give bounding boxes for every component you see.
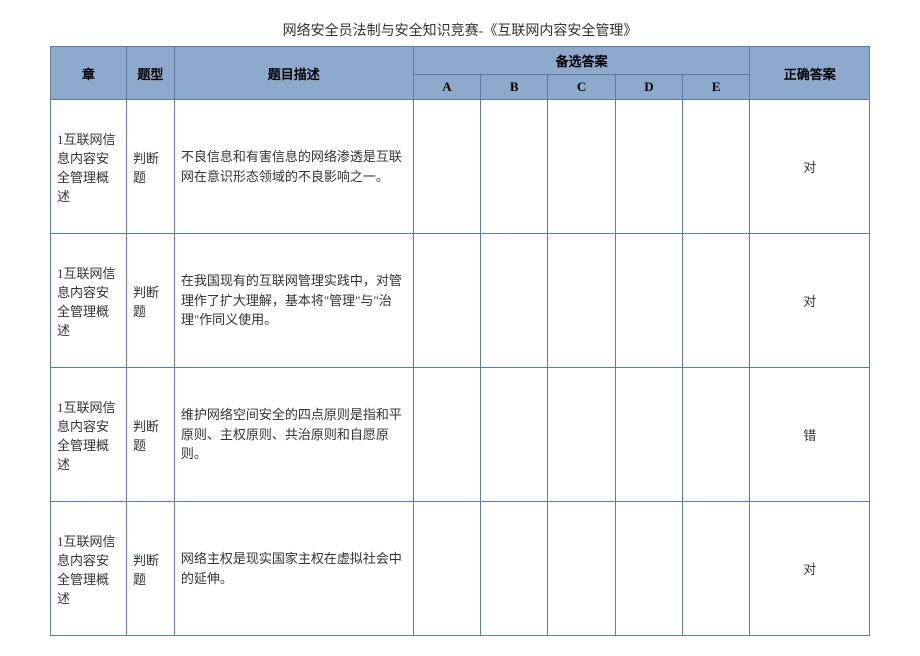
cell-option	[615, 368, 682, 502]
table-row: 1互联网信息内容安全管理概述判断题维护网络空间安全的四点原则是指和平原则、主权原…	[51, 368, 870, 502]
cell-option	[548, 502, 615, 636]
cell-option	[615, 100, 682, 234]
cell-option	[481, 502, 548, 636]
cell-correct: 对	[750, 502, 870, 636]
th-chapter: 章	[51, 47, 127, 100]
cell-option	[548, 368, 615, 502]
cell-correct: 对	[750, 234, 870, 368]
th-opt-c: C	[548, 75, 615, 100]
cell-chapter: 1互联网信息内容安全管理概述	[51, 100, 127, 234]
cell-desc: 网络主权是现实国家主权在虚拟社会中的延伸。	[174, 502, 413, 636]
cell-option	[481, 368, 548, 502]
cell-option	[683, 100, 750, 234]
table-row: 1互联网信息内容安全管理概述判断题在我国现有的互联网管理实践中，对管理作了扩大理…	[51, 234, 870, 368]
cell-option	[683, 234, 750, 368]
cell-correct: 对	[750, 100, 870, 234]
th-desc: 题目描述	[174, 47, 413, 100]
th-opt-b: B	[481, 75, 548, 100]
th-opt-e: E	[683, 75, 750, 100]
th-type: 题型	[127, 47, 175, 100]
cell-option	[615, 502, 682, 636]
cell-chapter: 1互联网信息内容安全管理概述	[51, 502, 127, 636]
cell-desc: 在我国现有的互联网管理实践中，对管理作了扩大理解，基本将"管理"与"治理"作同义…	[174, 234, 413, 368]
cell-option	[615, 234, 682, 368]
th-opt-a: A	[413, 75, 480, 100]
table-row: 1互联网信息内容安全管理概述判断题不良信息和有害信息的网络渗透是互联网在意识形态…	[51, 100, 870, 234]
cell-type: 判断题	[127, 100, 175, 234]
cell-option	[548, 234, 615, 368]
table-row: 1互联网信息内容安全管理概述判断题网络主权是现实国家主权在虚拟社会中的延伸。 对	[51, 502, 870, 636]
table-body: 1互联网信息内容安全管理概述判断题不良信息和有害信息的网络渗透是互联网在意识形态…	[51, 100, 870, 636]
cell-option	[683, 502, 750, 636]
cell-option	[683, 368, 750, 502]
cell-type: 判断题	[127, 502, 175, 636]
cell-option	[413, 100, 480, 234]
header-row-1: 章 题型 题目描述 备选答案 正确答案	[51, 47, 870, 75]
cell-option	[548, 100, 615, 234]
cell-option	[413, 368, 480, 502]
cell-desc: 不良信息和有害信息的网络渗透是互联网在意识形态领域的不良影响之一。	[174, 100, 413, 234]
cell-option	[413, 234, 480, 368]
cell-chapter: 1互联网信息内容安全管理概述	[51, 368, 127, 502]
cell-option	[413, 502, 480, 636]
th-opt-d: D	[615, 75, 682, 100]
th-options-group: 备选答案	[413, 47, 750, 75]
cell-type: 判断题	[127, 368, 175, 502]
cell-desc: 维护网络空间安全的四点原则是指和平原则、主权原则、共治原则和自愿原则。	[174, 368, 413, 502]
th-correct: 正确答案	[750, 47, 870, 100]
question-table: 章 题型 题目描述 备选答案 正确答案 A B C D E 1互联网信息内容安全…	[50, 46, 870, 636]
cell-type: 判断题	[127, 234, 175, 368]
cell-correct: 错	[750, 368, 870, 502]
cell-option	[481, 100, 548, 234]
page-title: 网络安全员法制与安全知识竞赛-《互联网内容安全管理》	[50, 20, 870, 40]
cell-option	[481, 234, 548, 368]
cell-chapter: 1互联网信息内容安全管理概述	[51, 234, 127, 368]
